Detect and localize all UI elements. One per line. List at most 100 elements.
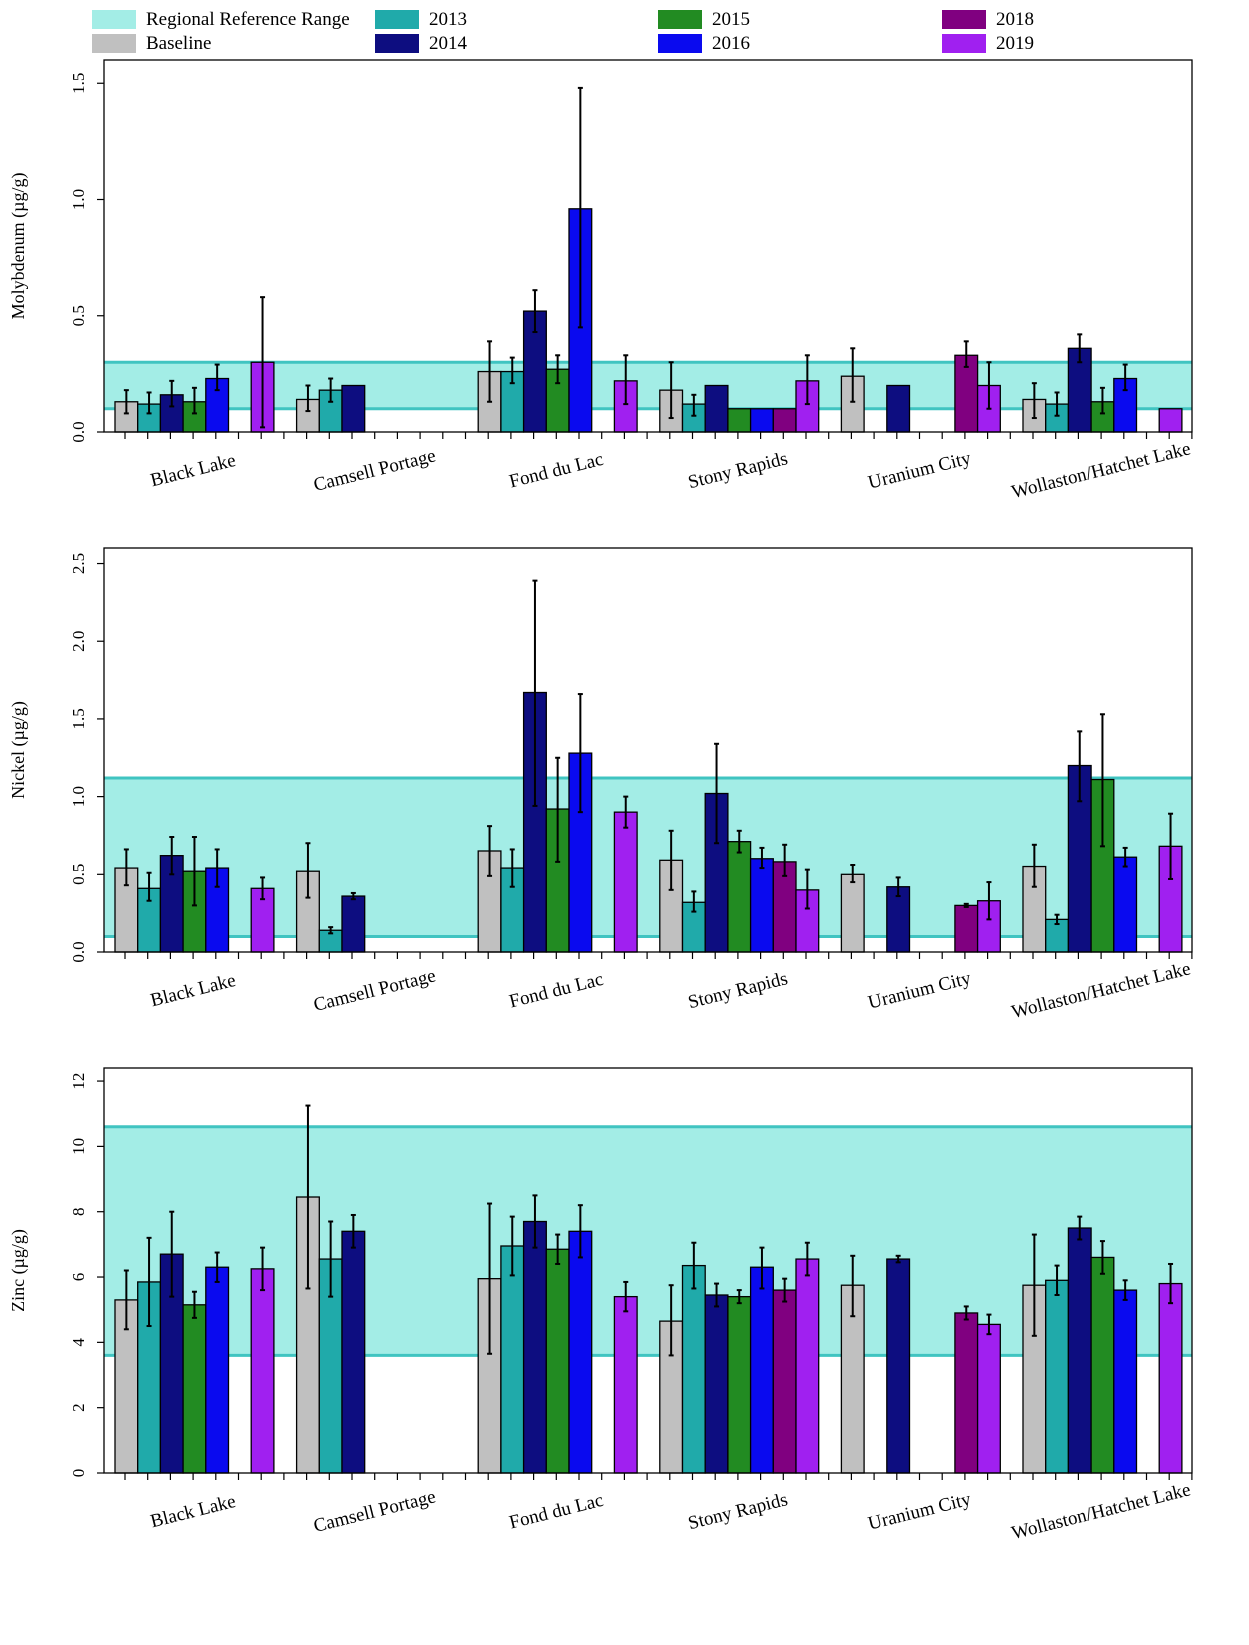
bar-2014-4 [704, 384, 729, 433]
bar-2016-4 [749, 1266, 774, 1474]
error-bar-2015-1 [191, 1290, 197, 1319]
error-bar-2015-6 [1099, 713, 1105, 848]
error-bar-2016-3 [577, 1204, 583, 1259]
legend-label-2019: 2019 [996, 33, 1034, 54]
error-bar-2014-4 [714, 742, 720, 845]
legend-swatch-2019 [942, 34, 986, 53]
bar-2019-4 [795, 1258, 820, 1474]
error-bar-baseline-2 [305, 842, 311, 899]
category-label-4: Stony Rapids [686, 448, 790, 493]
error-bar-2019-4 [804, 354, 810, 406]
error-bar-2013-2 [328, 377, 334, 403]
legend-label-2015: 2015 [712, 9, 750, 30]
bar-2016-6 [1113, 1289, 1138, 1474]
bar-2016-4 [749, 858, 774, 953]
error-bar-2019-1 [260, 296, 266, 429]
bar-2018-4 [772, 1289, 797, 1474]
bar-2016-3 [568, 1230, 593, 1474]
error-bar-2014-3 [532, 289, 538, 334]
category-label-5: Uranium City [866, 968, 973, 1014]
y-tick-label: 0.0 [69, 941, 88, 962]
plot-frame [103, 59, 1193, 433]
error-bar-2015-6 [1099, 1240, 1105, 1275]
error-bar-2013-2 [328, 1220, 334, 1298]
panel-2: 0.0 0.5 1.0 1.5 2.0 2.5 Nickel (µg/g) Black Lak… [8, 547, 1193, 1023]
error-bar-2016-3 [577, 693, 583, 814]
error-bar-2013-6 [1054, 1264, 1060, 1296]
error-bar-2019-5 [986, 1313, 992, 1336]
y-tick-label: 2.5 [69, 553, 88, 574]
bar-2015-1 [182, 1304, 207, 1474]
error-bar-2013-4 [691, 890, 697, 913]
panel-3: 0 2 4 6 8 10 12 Zinc (µg/g) Black Lake Camsell Po… [8, 1067, 1193, 1544]
error-bar-2016-6 [1122, 846, 1128, 868]
y-tick-label: 1.5 [69, 73, 88, 94]
error-bar-2015-3 [555, 756, 561, 863]
bar-2014-2 [341, 1230, 366, 1474]
y-tick-label: 1.0 [69, 786, 88, 807]
error-bar-baseline-4 [668, 361, 674, 420]
error-bar-baseline-1 [123, 1269, 129, 1331]
error-bar-2015-4 [736, 1289, 742, 1305]
error-bar-2016-6 [1122, 363, 1128, 392]
bar-2014-4 [704, 1294, 729, 1474]
y-tick-label: 2 [69, 1403, 88, 1412]
bar-2013-3 [500, 1245, 525, 1474]
bar-2014-5 [886, 384, 911, 433]
error-bar-2014-1 [169, 379, 175, 408]
category-label-6: Wollaston/Hatchet Lake [1009, 958, 1192, 1023]
reference-range-band [104, 777, 1192, 937]
y-tick-label: 1.0 [69, 189, 88, 210]
plot-frame [103, 1067, 1193, 1474]
legend-label-baseline: Baseline [146, 33, 211, 54]
y-axis-title: Zinc (µg/g) [8, 1229, 29, 1312]
panel-1: 0.0 0.5 1.0 1.5 Molybdenum (µg/g) Black Lake C… [8, 59, 1193, 503]
bar-2013-4 [681, 1264, 706, 1474]
bar-2019-3 [613, 811, 638, 953]
error-bar-2015-1 [191, 836, 197, 907]
legend-label-2014: 2014 [429, 33, 468, 54]
y-tick-label: 4 [69, 1338, 88, 1347]
error-bar-2013-6 [1054, 391, 1060, 417]
error-bar-2014-6 [1077, 333, 1083, 364]
error-bar-baseline-3 [487, 1202, 493, 1355]
error-bar-2014-4 [714, 1282, 720, 1308]
error-bar-2013-3 [509, 848, 515, 888]
error-bar-2018-4 [782, 1277, 788, 1303]
bar-2013-6 [1045, 1279, 1070, 1474]
y-tick-label: 0 [69, 1469, 88, 1478]
error-bar-2014-2 [350, 1213, 356, 1249]
error-bar-baseline-5 [850, 347, 856, 403]
category-label-1: Black Lake [148, 1491, 238, 1532]
bar-2016-6 [1113, 856, 1138, 953]
legend: Regional Reference Range Baseline 2013 2014… [92, 9, 1034, 54]
category-label-1: Black Lake [148, 450, 238, 491]
legend-label-2016: 2016 [712, 33, 750, 54]
legend-label-2018: 2018 [996, 9, 1034, 30]
bar-2019-1 [250, 1268, 275, 1474]
error-bar-2015-3 [555, 354, 561, 385]
y-axis-title: Nickel (µg/g) [8, 701, 29, 799]
legend-swatch-baseline [92, 34, 136, 53]
error-bar-2015-3 [555, 1233, 561, 1265]
legend-label-reference: Regional Reference Range [146, 9, 350, 30]
error-bar-2016-1 [214, 848, 220, 888]
y-tick-label: 0.5 [69, 305, 88, 326]
error-bar-baseline-6 [1031, 382, 1037, 420]
error-bar-baseline-1 [123, 848, 129, 887]
category-label-2: Camsell Portage [312, 1486, 438, 1537]
error-bar-baseline-6 [1031, 1233, 1037, 1337]
error-bar-2016-1 [214, 363, 220, 392]
legend-swatch-reference [92, 10, 136, 29]
error-bar-2016-6 [1122, 1279, 1128, 1301]
error-bar-2019-4 [804, 1241, 810, 1277]
y-tick-label: 1.5 [69, 708, 88, 729]
category-label-4: Stony Rapids [686, 1489, 790, 1534]
legend-label-2013: 2013 [429, 9, 467, 30]
bar-2019-5 [976, 1323, 1001, 1474]
reference-range-band [104, 362, 1192, 409]
y-tick-label: 12 [69, 1073, 88, 1090]
error-bar-2015-4 [736, 829, 742, 854]
bar-2014-2 [341, 895, 366, 953]
